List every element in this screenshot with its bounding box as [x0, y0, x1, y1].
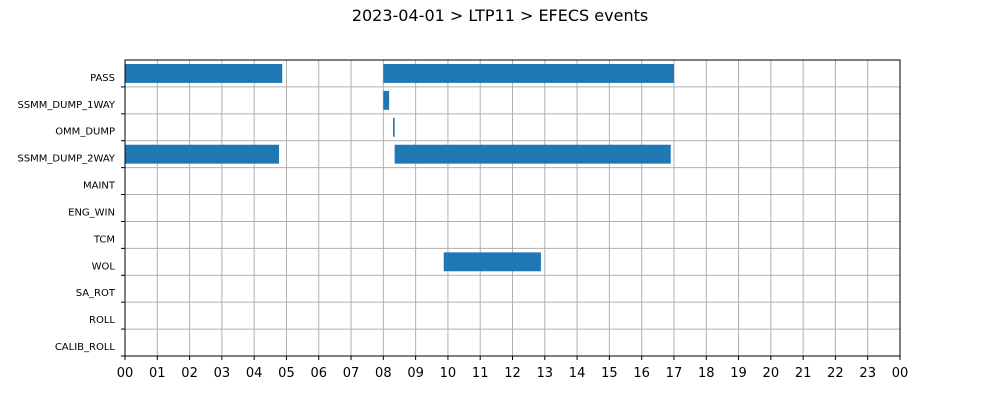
- x-tick-label: 15: [601, 366, 618, 381]
- x-tick-label: 00: [892, 366, 909, 381]
- y-tick-label: SSMM_DUMP_2WAY: [17, 154, 115, 165]
- x-tick-label: 20: [763, 366, 780, 381]
- y-tick-label: SA_ROT: [76, 288, 116, 299]
- y-tick-label: MAINT: [83, 181, 116, 192]
- y-tick-label: SSMM_DUMP_1WAY: [17, 100, 115, 111]
- x-tick-label: 10: [440, 366, 457, 381]
- x-tick-label: 08: [375, 366, 392, 381]
- x-tick-label: 11: [472, 366, 489, 381]
- x-tick-label: 00: [117, 366, 134, 381]
- chart-title: 2023-04-01 > LTP11 > EFECS events: [351, 6, 649, 25]
- x-tick-label: 09: [407, 366, 424, 381]
- event-bar-pass: [383, 64, 674, 83]
- x-tick-label: 02: [181, 366, 198, 381]
- x-tick-label: 17: [666, 366, 683, 381]
- y-tick-label: ROLL: [89, 315, 115, 326]
- x-tick-label: 01: [149, 366, 166, 381]
- x-tick-label: 23: [859, 366, 876, 381]
- y-tick-label: CALIB_ROLL: [55, 342, 116, 353]
- event-bars: [125, 64, 674, 272]
- x-tick-label: 16: [633, 366, 650, 381]
- y-tick-label: ENG_WIN: [68, 207, 115, 218]
- x-tick-label: 21: [795, 366, 812, 381]
- x-tick-label: 12: [504, 366, 521, 381]
- x-tick-label: 07: [343, 366, 360, 381]
- x-tick-label: 19: [730, 366, 747, 381]
- x-axis-ticks: 00 01 02 03 04 05 06 07 08 09 10 11 12 13 14 15 16 17 18 19…: [117, 356, 909, 381]
- y-tick-label: TCM: [93, 234, 115, 245]
- event-bar-ssmm-dump-1way: [383, 90, 390, 110]
- x-tick-label: 06: [310, 366, 327, 381]
- event-bar-wol: [443, 252, 541, 272]
- event-bar-pass: [125, 64, 283, 83]
- x-tick-label: 18: [698, 366, 715, 381]
- grid-lines: [124, 60, 901, 357]
- event-bar-ssmm-dump-2way: [125, 144, 280, 164]
- x-tick-label: 14: [569, 366, 586, 381]
- x-tick-label: 03: [214, 366, 231, 381]
- x-tick-label: 22: [827, 366, 844, 381]
- x-tick-label: 05: [278, 366, 295, 381]
- x-tick-label: 13: [537, 366, 554, 381]
- y-axis-ticks: PASS SSMM_DUMP_1WAY OMM_DUMP SSMM_DUMP_2WAY…: [17, 73, 125, 357]
- y-tick-label: PASS: [90, 73, 115, 84]
- x-tick-label: 04: [246, 366, 263, 381]
- event-bar-omm-dump: [393, 117, 395, 137]
- event-bar-ssmm-dump-2way: [394, 144, 671, 164]
- y-tick-label: WOL: [92, 261, 116, 272]
- y-tick-label: OMM_DUMP: [55, 127, 115, 138]
